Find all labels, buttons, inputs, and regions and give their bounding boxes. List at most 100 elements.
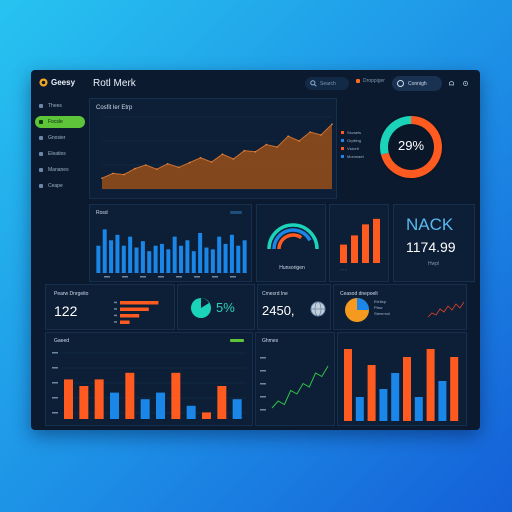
bar — [191, 251, 196, 273]
bar-chart-menu-icon[interactable] — [230, 211, 242, 214]
tick-label — [158, 276, 164, 278]
bottom-bar-panel: Gaeed — [45, 332, 253, 426]
legend-label: Ssvaeis — [347, 129, 362, 135]
area-chart-title: Cosfit ler Etrp — [96, 105, 133, 111]
bar — [171, 372, 181, 419]
kpi2-pie-chart — [191, 298, 211, 318]
settings-icon[interactable] — [462, 80, 469, 87]
donut-slice — [380, 116, 412, 155]
pie-label: Ceasod dnepoelt — [340, 291, 378, 297]
tick-label — [52, 397, 58, 399]
bar-chart-panel: Rosd — [89, 204, 252, 282]
tick-label — [52, 352, 58, 354]
search-icon — [310, 80, 317, 87]
kpi3-label: Cmesrd Ine — [262, 291, 288, 297]
sidebar-item-label: Gnosier — [48, 135, 66, 141]
bar — [217, 236, 222, 273]
area-point — [210, 161, 213, 163]
sidebar-item-thees[interactable]: Thees — [35, 100, 85, 112]
tick-label — [52, 412, 58, 414]
kpi2-value: 5% — [216, 300, 235, 315]
bar — [94, 379, 104, 419]
pie-slice — [201, 298, 209, 308]
gauge-label: Hunsorigen — [279, 265, 305, 271]
area-chart-panel: Cosfit ler Etrp — [89, 98, 337, 199]
search-box[interactable]: Search — [305, 77, 349, 90]
tick-label — [104, 276, 110, 278]
filter-dropdown[interactable]: Droppiger — [356, 78, 385, 84]
tick-label — [260, 357, 266, 359]
layers-icon — [39, 152, 43, 156]
legend-swatch — [341, 154, 344, 158]
bar — [115, 234, 120, 273]
bar — [367, 365, 376, 421]
area-point — [254, 151, 257, 153]
legend-item: Grpiting — [341, 136, 364, 144]
bar — [147, 251, 152, 273]
sidebar-item-label: Eleaties — [48, 151, 66, 157]
profile-button[interactable]: Connigh — [392, 76, 442, 91]
bar — [403, 357, 411, 421]
bar — [109, 240, 114, 273]
home-icon — [39, 104, 43, 108]
bar — [340, 244, 347, 263]
area-point — [123, 173, 125, 176]
kpi1-label: Pearw Dnrgeito — [54, 291, 89, 297]
kpi-panel-4: Ceasod dnepoelt Eleltsp Pisw Stenrmoi — [333, 284, 467, 330]
sidebar-item-mananes[interactable]: Mananes — [35, 164, 85, 176]
search-text: Search — [320, 80, 336, 87]
kpi-panel-2: 5% — [177, 284, 255, 330]
nack-value: 1174.99 — [406, 239, 456, 255]
kpi4-pie-chart — [345, 298, 369, 322]
app-logo[interactable]: Geesy — [39, 78, 75, 87]
legend-swatch — [341, 138, 344, 142]
bottom-left-toggle[interactable] — [230, 339, 244, 342]
area-point — [199, 157, 202, 159]
bar — [79, 386, 89, 419]
legend-label: Grpiting — [347, 137, 362, 143]
bar — [120, 320, 130, 324]
legend-swatch — [341, 146, 344, 150]
tick-label — [260, 370, 266, 372]
gauge-chart — [267, 223, 319, 250]
sidebar-item-gnosier[interactable]: Gnosier — [35, 132, 85, 144]
logo-text: Geesy — [51, 78, 76, 87]
bottom-bar-chart — [52, 352, 246, 419]
nack-title: NACK — [406, 215, 454, 234]
tick-label — [260, 383, 266, 385]
kpi-panel-1: Pearw Dnrgeito 122 — [45, 284, 175, 330]
sidebar-item-label: Focsle — [48, 119, 63, 125]
area-point — [331, 123, 333, 125]
tick-label — [176, 276, 182, 278]
logo-icon — [39, 78, 48, 87]
tick-label — [114, 314, 117, 317]
bar — [110, 392, 119, 419]
sidebar-item-label: Ceape — [48, 183, 63, 189]
bar — [134, 247, 139, 273]
legend-item: Vsiceit — [341, 144, 364, 152]
bar — [232, 399, 242, 419]
kpi1-bar-chart — [114, 301, 159, 324]
sidebar-item-focsle[interactable]: Focsle — [35, 116, 85, 128]
tick-label — [114, 321, 117, 323]
bar — [351, 235, 358, 263]
tick-label — [194, 276, 200, 278]
bar — [153, 245, 158, 273]
pie-legend-item: Pisw — [374, 305, 383, 310]
bar — [125, 372, 135, 419]
sidebar-item-ceape[interactable]: Ceape — [35, 180, 85, 192]
bar — [198, 233, 203, 273]
area-point — [298, 140, 300, 142]
globe-icon — [310, 301, 326, 317]
area-point — [188, 161, 191, 164]
profile-text: Connigh — [408, 80, 427, 87]
bottom-line-chart — [260, 357, 329, 411]
notification-icon[interactable] — [448, 80, 455, 87]
sidebar-item-eleaties[interactable]: Eleaties — [35, 148, 85, 160]
nack-sub: Hwpl — [428, 261, 440, 267]
bottom-line-panel: Ghmes — [255, 332, 335, 426]
bottom-left-title: Gaeed — [54, 338, 70, 344]
area-point — [320, 134, 322, 136]
bar — [185, 240, 190, 273]
sparkline — [427, 301, 464, 318]
